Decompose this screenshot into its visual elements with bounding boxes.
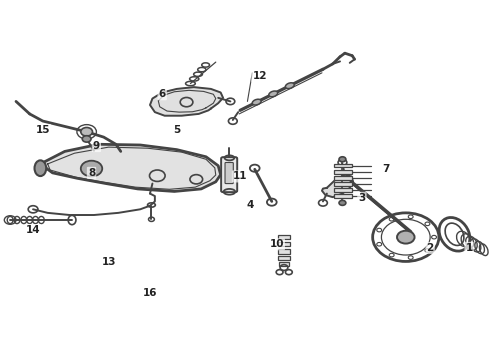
Polygon shape	[150, 87, 223, 116]
Bar	[278, 249, 290, 253]
Text: 13: 13	[101, 257, 116, 267]
Text: 9: 9	[93, 141, 100, 151]
Bar	[279, 262, 289, 266]
Ellipse shape	[285, 83, 294, 89]
Polygon shape	[322, 175, 353, 197]
Bar	[334, 194, 352, 198]
Ellipse shape	[269, 91, 278, 97]
Text: 6: 6	[159, 89, 166, 99]
Text: 14: 14	[26, 225, 40, 235]
Text: 3: 3	[358, 193, 366, 203]
Text: 1: 1	[466, 243, 473, 253]
Circle shape	[81, 127, 93, 136]
Bar	[278, 256, 290, 260]
Bar	[334, 170, 352, 174]
Text: 10: 10	[270, 239, 284, 249]
Ellipse shape	[252, 99, 261, 105]
FancyBboxPatch shape	[221, 157, 237, 192]
Polygon shape	[40, 144, 220, 192]
FancyBboxPatch shape	[225, 162, 233, 184]
Text: 8: 8	[88, 168, 95, 178]
Ellipse shape	[34, 160, 46, 176]
Circle shape	[397, 231, 415, 244]
Bar	[334, 176, 352, 180]
Bar	[334, 188, 352, 192]
Circle shape	[339, 157, 346, 162]
Bar	[278, 235, 290, 239]
Circle shape	[81, 161, 102, 176]
Text: 4: 4	[246, 200, 253, 210]
Circle shape	[82, 136, 91, 142]
Bar	[334, 164, 352, 167]
Text: 16: 16	[143, 288, 157, 297]
Text: 11: 11	[233, 171, 247, 181]
Text: 5: 5	[173, 125, 180, 135]
Text: 7: 7	[383, 164, 390, 174]
Text: 2: 2	[426, 243, 434, 253]
Bar	[334, 182, 352, 186]
Text: 12: 12	[252, 71, 267, 81]
Text: 15: 15	[36, 125, 50, 135]
Circle shape	[339, 201, 346, 205]
Bar	[278, 242, 290, 247]
